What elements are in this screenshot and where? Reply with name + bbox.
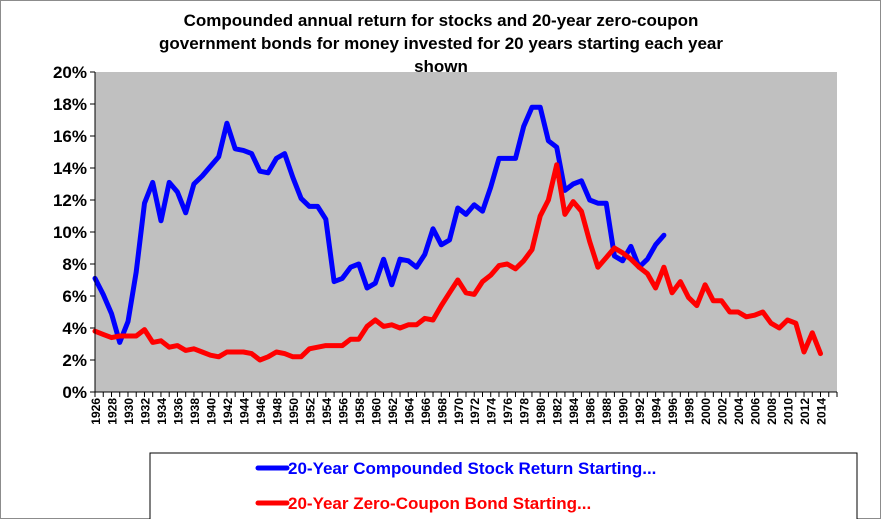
y-tick-label: 10% (53, 223, 87, 242)
x-tick-label: 1974 (485, 398, 499, 425)
y-tick-label: 6% (62, 287, 87, 306)
x-tick-label: 1956 (336, 398, 350, 425)
x-tick-label: 2012 (798, 398, 812, 425)
x-tick-label: 1942 (221, 398, 235, 425)
x-tick-label: 2014 (815, 398, 829, 425)
x-tick-label: 1930 (122, 398, 136, 425)
x-axis: 1926 1928 1930 1932 1934 1936 1938 1940 1942 1944… (89, 392, 838, 425)
x-tick-label: 2000 (699, 398, 713, 425)
x-tick-label: 1938 (188, 398, 202, 425)
x-tick-label: 1972 (468, 398, 482, 425)
legend-box (149, 452, 858, 519)
x-tick-label: 1966 (419, 398, 433, 425)
x-tick-label: 1950 (287, 398, 301, 425)
x-tick-label: 1962 (386, 398, 400, 425)
x-tick-label: 2010 (782, 398, 796, 425)
x-tick-label: 1968 (435, 398, 449, 425)
x-tick-label: 1958 (353, 398, 367, 425)
y-axis: 0% 2% 4% 6% 8% 10% 12% 14% 16% 18% 20% (53, 63, 95, 402)
x-tick-label: 2006 (749, 398, 763, 425)
x-tick-label: 1996 (666, 398, 680, 425)
y-tick-label: 18% (53, 95, 87, 114)
x-tick-label: 1944 (237, 398, 251, 425)
legend: 20-Year Compounded Stock Return Starting… (149, 452, 858, 519)
plot-area (95, 72, 837, 392)
x-tick-label: 1940 (204, 398, 218, 425)
x-tick-label: 1946 (254, 398, 268, 425)
x-tick-label: 1982 (551, 398, 565, 425)
x-tick-label: 1984 (567, 398, 581, 425)
x-tick-label: 1998 (683, 398, 697, 425)
chart-title-line-1: Compounded annual return for stocks and … (184, 11, 699, 30)
y-tick-label: 14% (53, 159, 87, 178)
series-line-bond (92, 162, 823, 363)
x-tick-label: 1986 (584, 398, 598, 425)
series-line-stock (92, 104, 667, 345)
y-tick-label: 0% (62, 383, 87, 402)
y-tick-label: 16% (53, 127, 87, 146)
legend-label-bond: 20-Year Zero-Coupon Bond Starting... (288, 494, 591, 513)
x-tick-label: 1990 (617, 398, 631, 425)
x-tick-label: 1960 (369, 398, 383, 425)
x-tick-label: 1954 (320, 398, 334, 425)
x-tick-label: 1926 (89, 398, 103, 425)
chart-title-line-2: government bonds for money invested for … (159, 34, 723, 53)
y-tick-label: 4% (62, 319, 87, 338)
y-tick-label: 20% (53, 63, 87, 82)
x-tick-label: 1976 (501, 398, 515, 425)
y-tick-label: 8% (62, 255, 87, 274)
x-tick-label: 1964 (402, 398, 416, 425)
x-tick-label: 1970 (452, 398, 466, 425)
y-tick-label: 12% (53, 191, 87, 210)
x-tick-label: 1932 (138, 398, 152, 425)
series-lines (92, 104, 823, 363)
x-tick-label: 1980 (534, 398, 548, 425)
chart-title-line-3: shown (414, 57, 468, 76)
x-tick-label: 2008 (765, 398, 779, 425)
x-tick-label: 1936 (171, 398, 185, 425)
y-tick-label: 2% (62, 351, 87, 370)
x-tick-label: 1988 (600, 398, 614, 425)
x-tick-label: 2002 (716, 398, 730, 425)
x-tick-label: 1992 (633, 398, 647, 425)
x-tick-label: 2004 (732, 398, 746, 425)
x-tick-label: 1978 (518, 398, 532, 425)
x-tick-label: 1994 (650, 398, 664, 425)
x-tick-label: 1934 (155, 398, 169, 425)
x-tick-label: 1952 (303, 398, 317, 425)
legend-label-stock: 20-Year Compounded Stock Return Starting… (288, 459, 656, 478)
x-tick-label: 1928 (105, 398, 119, 425)
x-tick-label: 1948 (270, 398, 284, 425)
